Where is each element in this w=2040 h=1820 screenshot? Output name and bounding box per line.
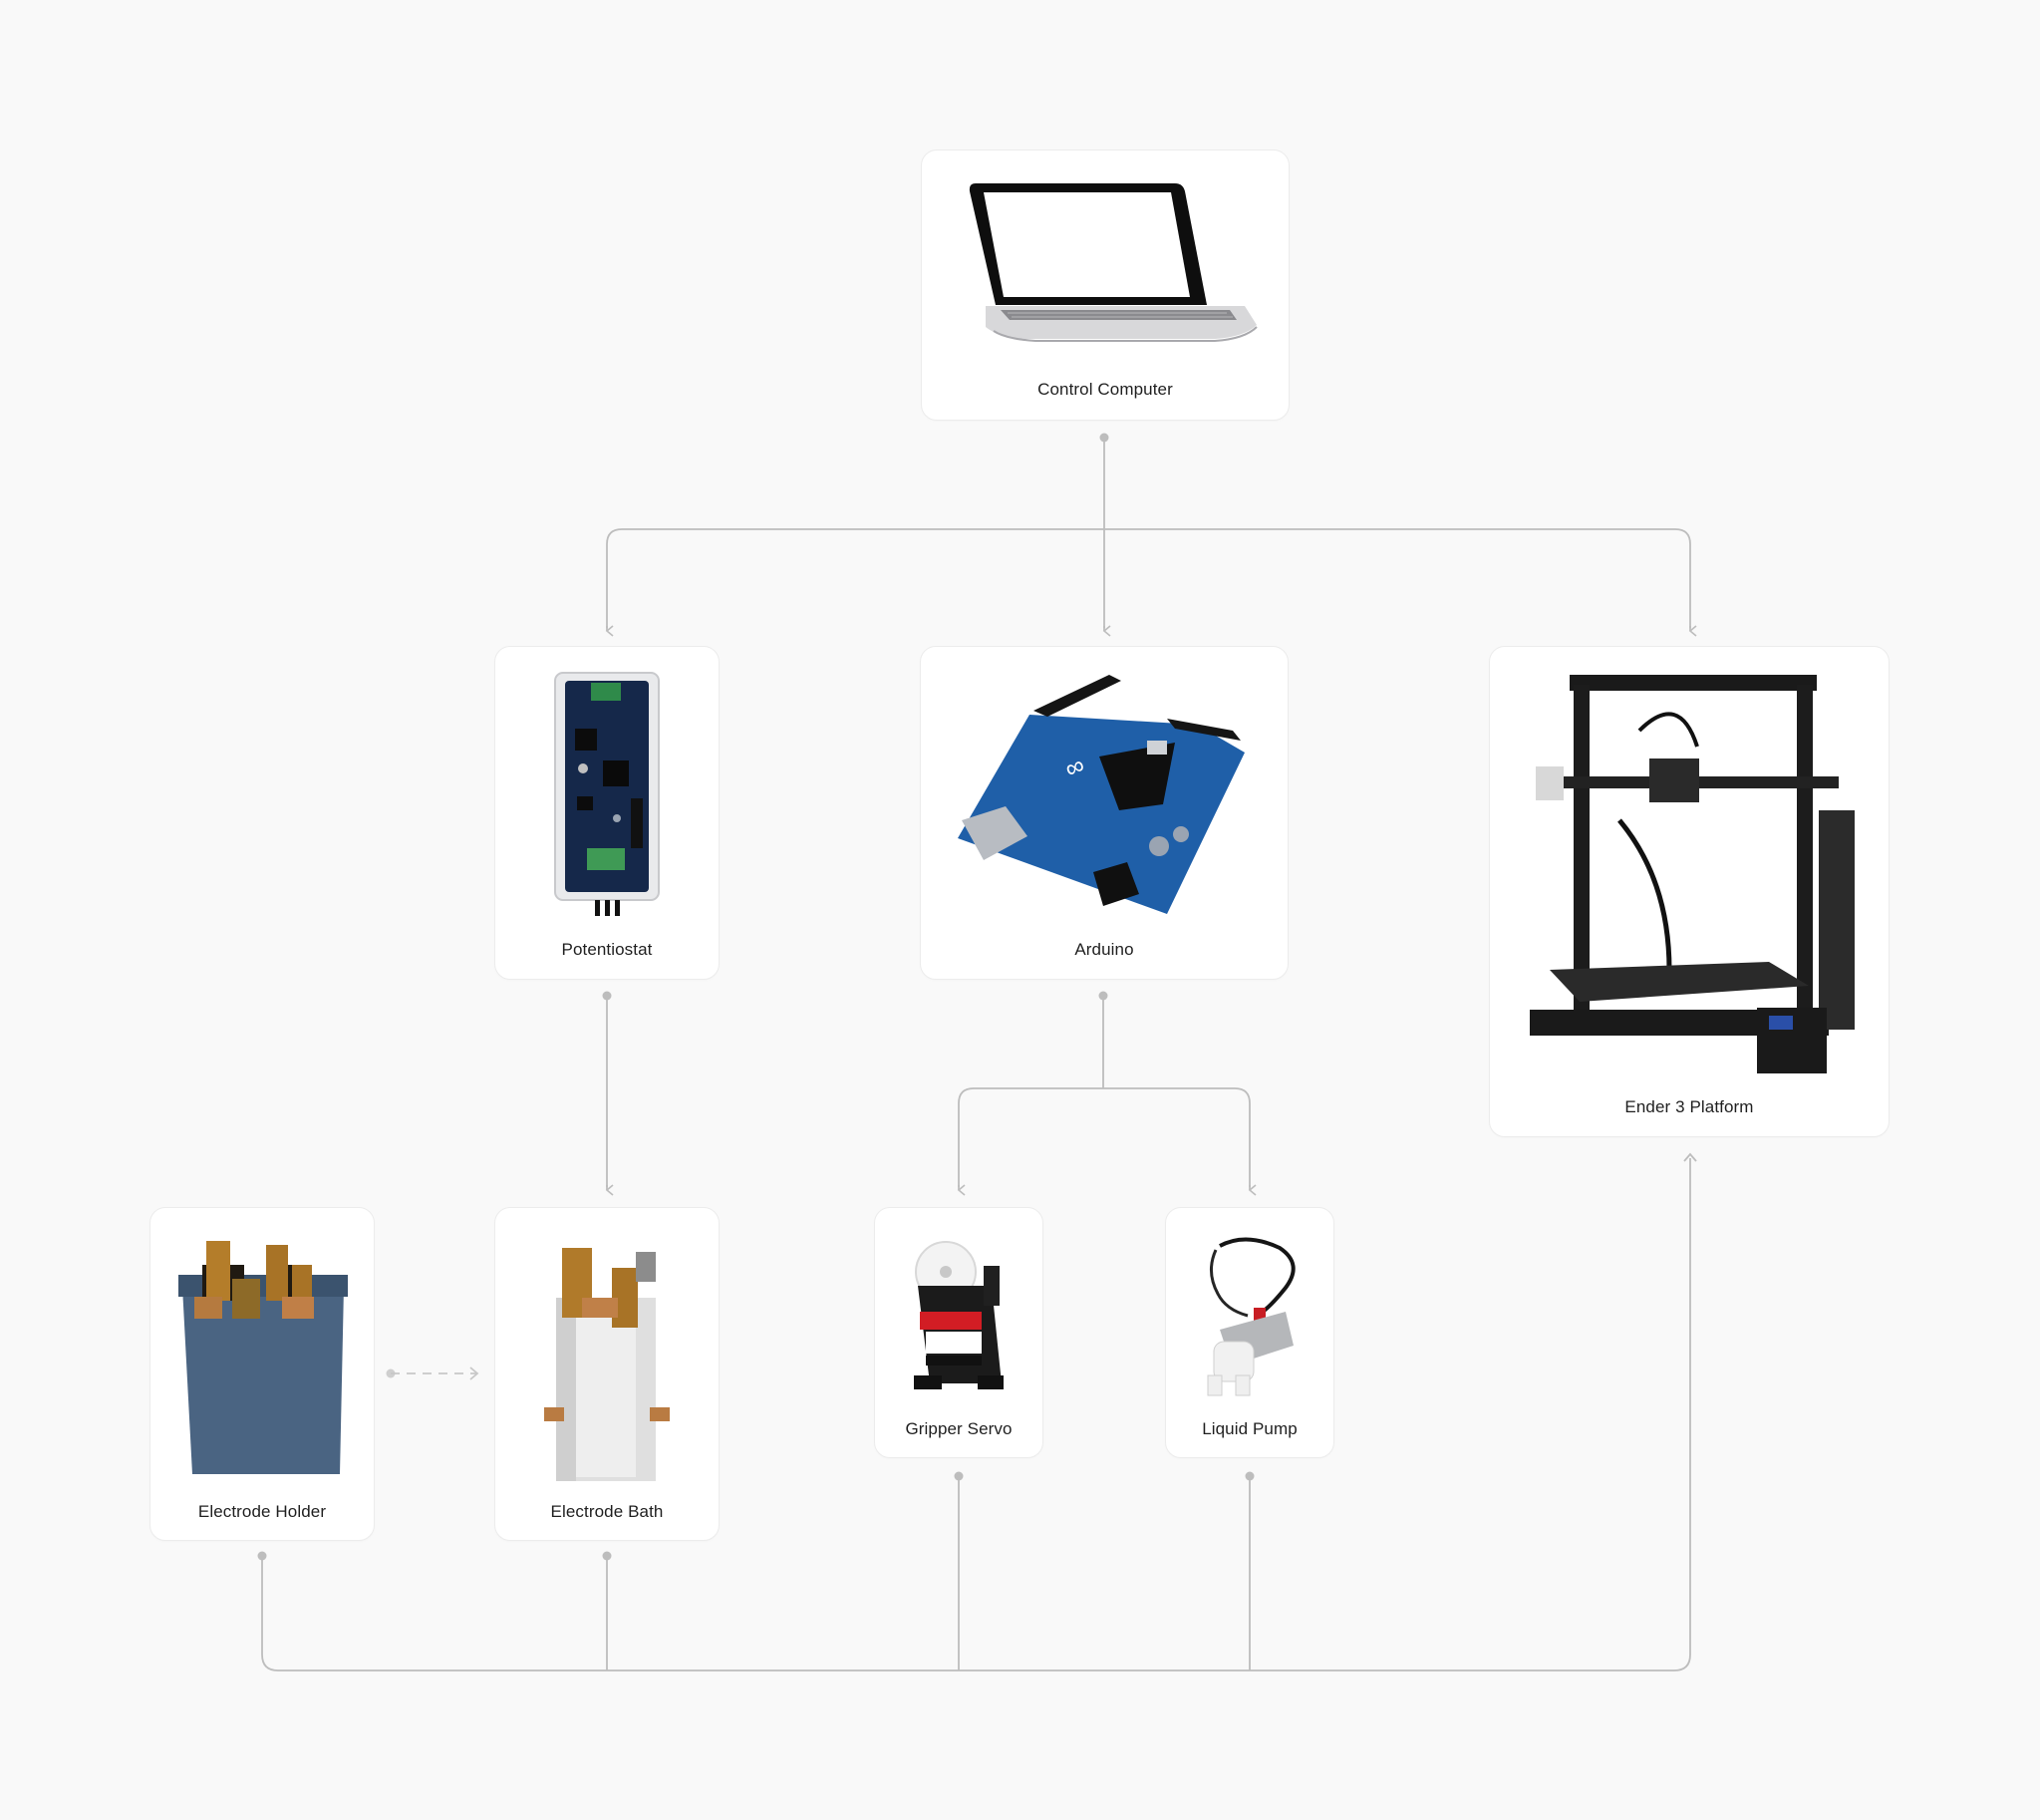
edge-computer-to-potentiostat [606,528,1104,628]
node-arduino[interactable]: ∞ Arduino [920,646,1289,980]
node-gripper-servo[interactable]: Gripper Servo [874,1207,1043,1458]
label-electrode-holder: Electrode Holder [197,1502,327,1521]
node-potentiostat[interactable]: Potentiostat [494,646,720,980]
label-ender-3: Ender 3 Platform [1624,1097,1754,1116]
node-ender-3[interactable]: Ender 3 Platform [1489,646,1890,1137]
edge-computer-to-ender [1104,528,1691,628]
node-electrode-bath[interactable]: Electrode Bath [494,1207,720,1541]
node-liquid-pump[interactable]: Liquid Pump [1165,1207,1334,1458]
label-potentiostat: Potentiostat [561,940,653,959]
edge-arduino-to-servo [958,1087,1103,1187]
arrowhead-bath-dashed [469,1366,479,1380]
arrowhead-ender-bottom [1683,1152,1697,1162]
label-control-computer: Control Computer [1037,380,1173,399]
label-electrode-bath: Electrode Bath [550,1502,664,1521]
node-electrode-holder[interactable]: Electrode Holder [149,1207,375,1541]
potentiostat-board-icon [495,669,719,918]
liquid-pump-icon [1166,1228,1333,1412]
3d-printer-icon [1490,671,1889,1079]
electrode-bath-icon [495,1228,719,1497]
edge-holder-bus [261,1158,1691,1671]
servo-motor-icon [875,1228,1042,1412]
label-arduino: Arduino [1074,940,1134,959]
laptop-icon [922,178,1289,358]
label-gripper-servo: Gripper Servo [905,1419,1013,1438]
electrode-holder-icon [150,1228,374,1497]
arduino-board-icon: ∞ [921,665,1288,926]
node-control-computer[interactable]: Control Computer [921,150,1290,421]
edge-arduino-to-pump [1103,1087,1251,1187]
label-liquid-pump: Liquid Pump [1202,1419,1298,1438]
